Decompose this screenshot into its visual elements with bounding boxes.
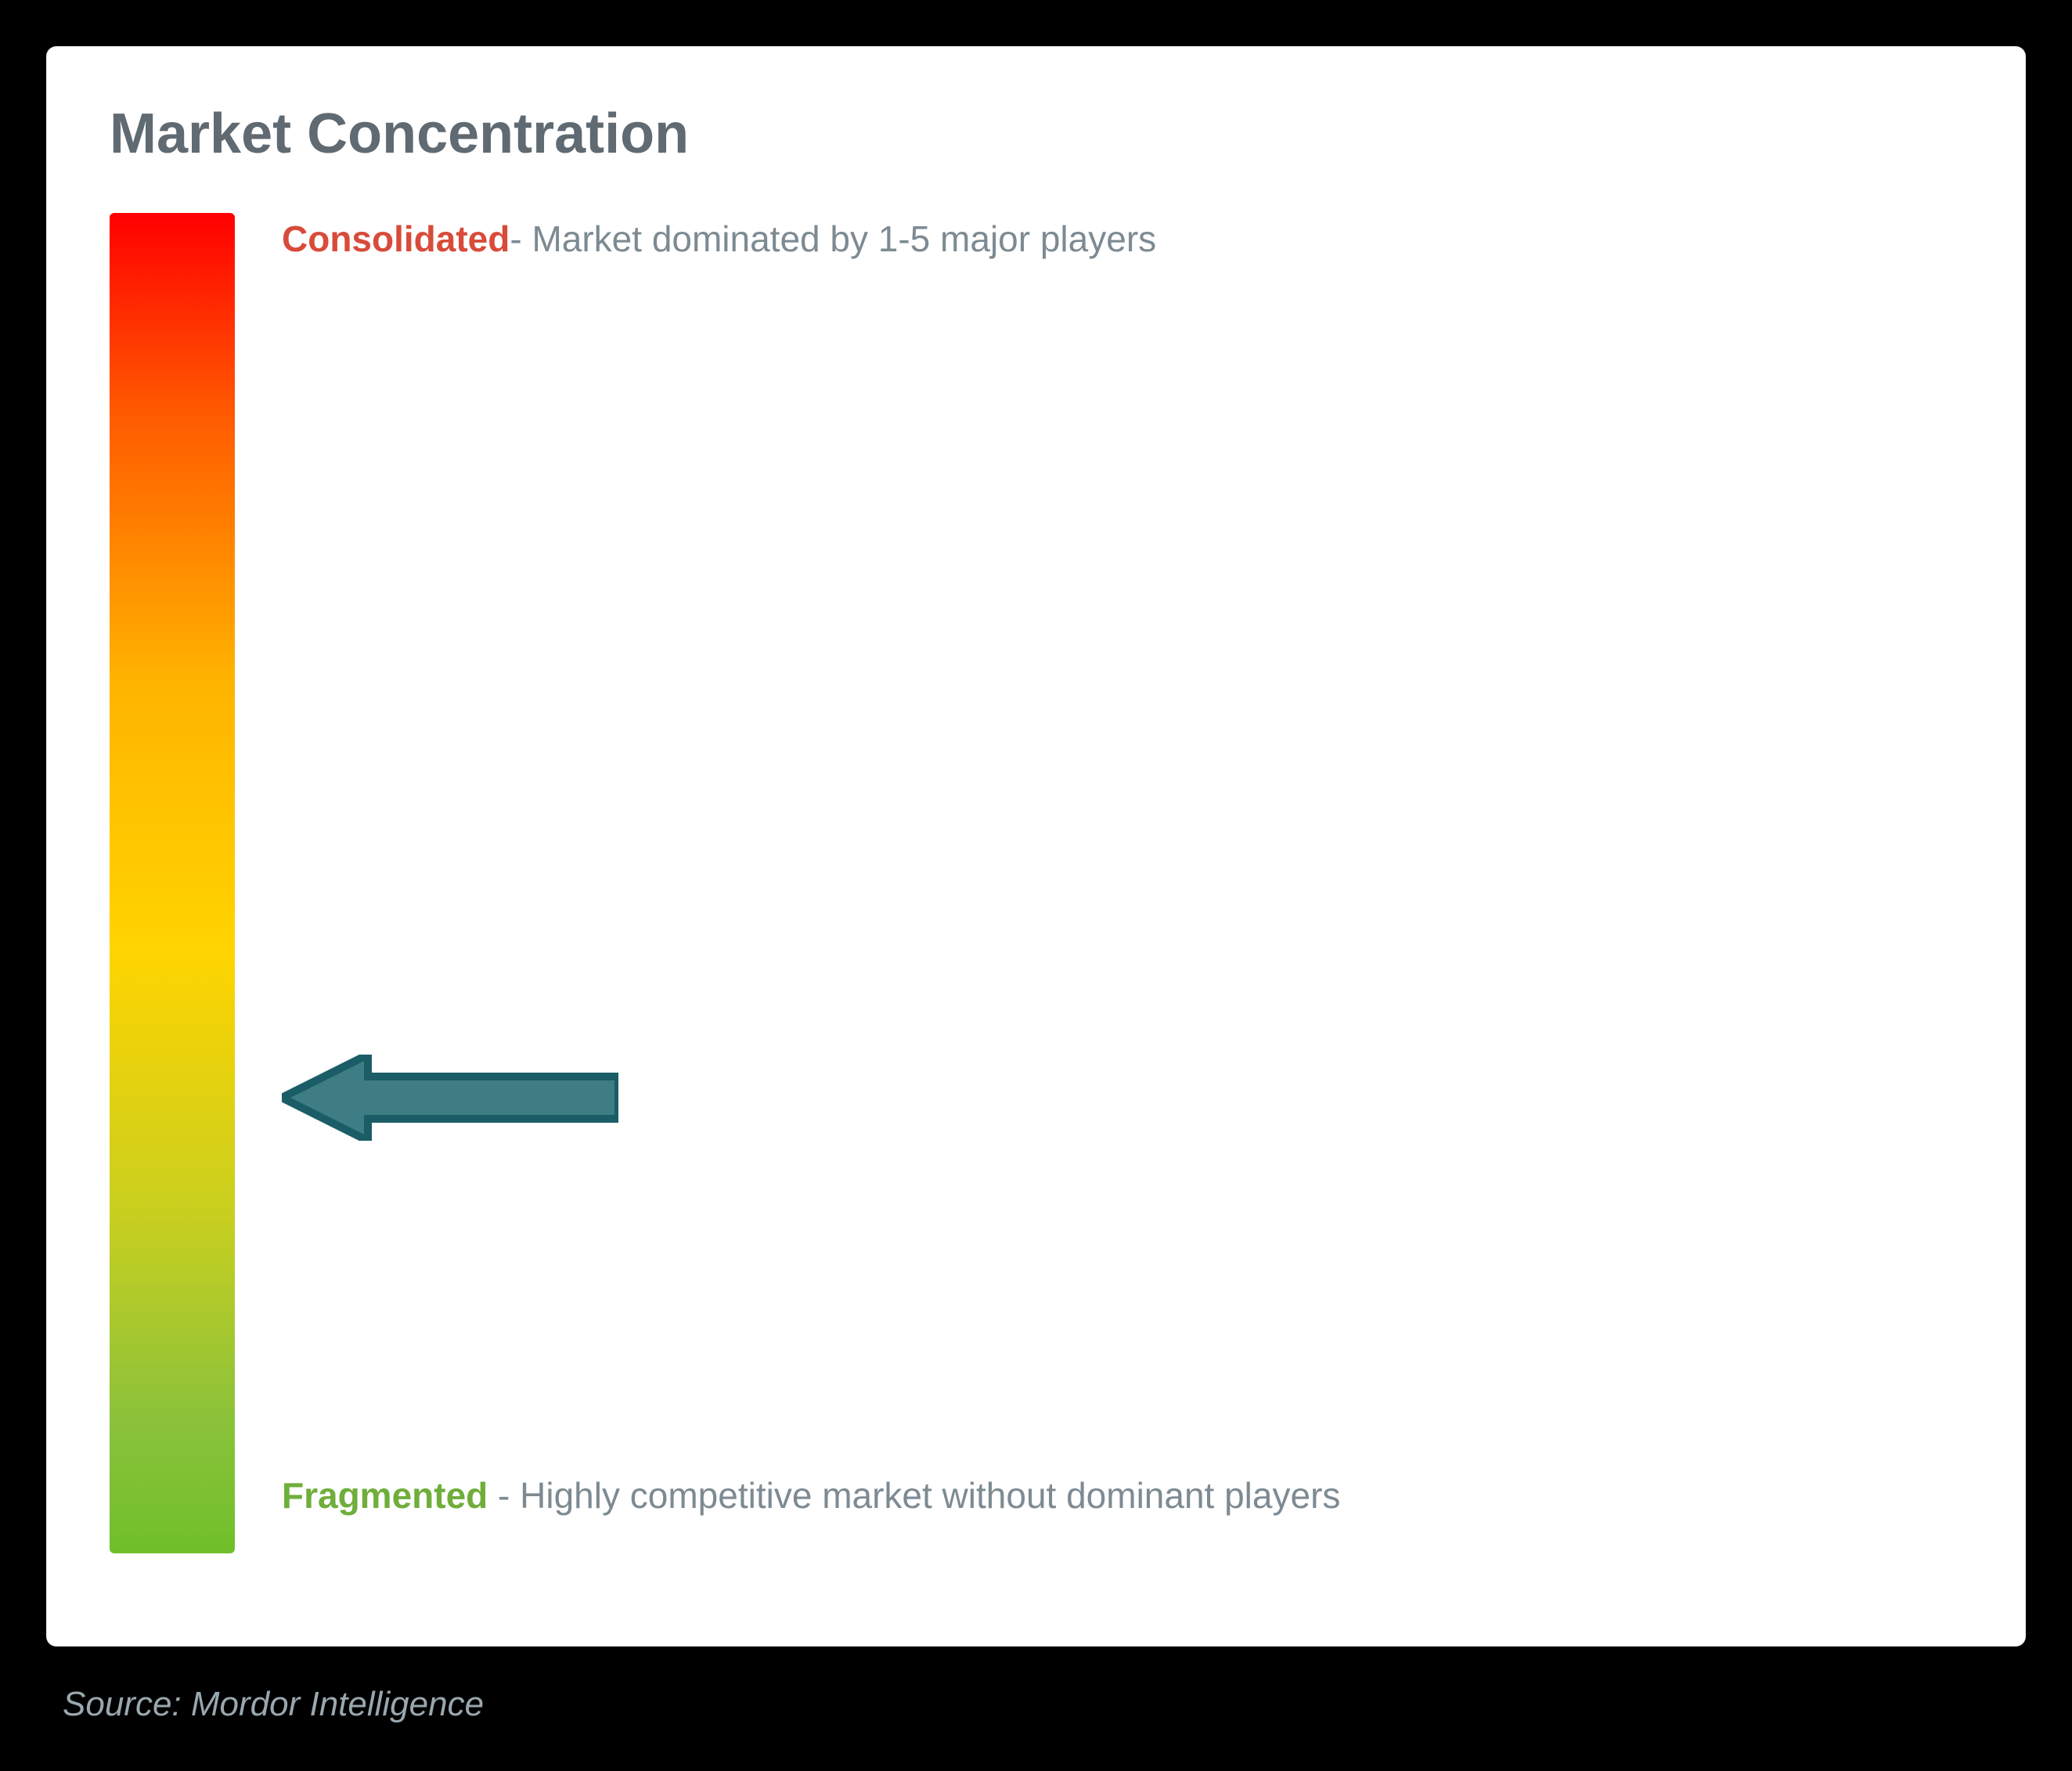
source-text: Mordor Intelligence — [191, 1685, 484, 1723]
source-attribution: Source: Mordor Intelligence — [63, 1685, 484, 1724]
fragmented-desc: - Highly competitive market without domi… — [488, 1475, 1340, 1516]
market-concentration-card: Market Concentration Consolidated- Marke… — [47, 47, 2025, 1646]
source-prefix: Source: — [63, 1685, 191, 1723]
consolidated-desc: - Market dominated by 1-5 major players — [510, 218, 1156, 259]
indicator-arrow — [282, 1055, 618, 1141]
card-title: Market Concentration — [110, 102, 1962, 166]
consolidated-term: Consolidated — [282, 218, 510, 259]
consolidated-label: Consolidated- Market dominated by 1-5 ma… — [282, 213, 1931, 265]
page-canvas: Market Concentration Consolidated- Marke… — [0, 0, 2072, 1771]
fragmented-label: Fragmented - Highly competitive market w… — [282, 1470, 1931, 1522]
fragmented-term: Fragmented — [282, 1475, 488, 1516]
concentration-gradient-bar — [110, 213, 235, 1553]
arrow-left-icon — [282, 1055, 618, 1141]
content-row: Consolidated- Market dominated by 1-5 ma… — [110, 213, 1962, 1553]
labels-column: Consolidated- Market dominated by 1-5 ma… — [235, 213, 1962, 1553]
